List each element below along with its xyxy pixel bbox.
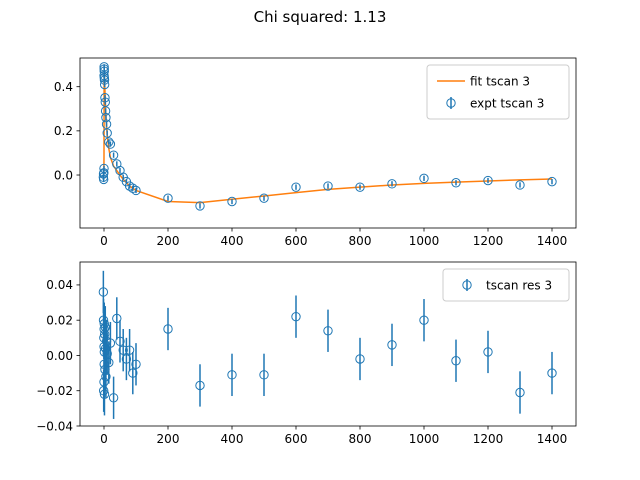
data-point	[451, 178, 461, 188]
y-tick-label: −0.04	[36, 419, 73, 433]
plot-area	[98, 270, 557, 419]
data-point	[128, 183, 138, 193]
x-tick-label: 200	[157, 234, 180, 248]
data-point	[104, 137, 114, 147]
plot-area	[98, 62, 557, 211]
data-point	[483, 347, 493, 357]
data-point	[323, 326, 333, 336]
data-point	[102, 128, 112, 138]
data-point	[101, 371, 111, 382]
data-point	[112, 313, 122, 324]
x-tick-label: 800	[349, 432, 372, 446]
data-point	[118, 345, 128, 355]
axes-frame	[79, 57, 577, 229]
data-point	[355, 182, 365, 192]
y-tick-label: 0.02	[46, 313, 73, 327]
x-tick-label: 0	[100, 234, 108, 248]
legend-label: fit tscan 3	[470, 74, 530, 88]
data-point	[124, 181, 135, 191]
x-tick-label: 0	[100, 432, 108, 446]
legend-label: tscan res 3	[486, 278, 552, 292]
legend: tscan res 3	[442, 268, 570, 302]
data-point	[108, 150, 119, 160]
data-point	[259, 193, 269, 203]
data-point	[98, 287, 109, 297]
bottom-panel: 0 200 400 600 800 1000 1200 1400 −0.04 −0.02 0.00 0…	[36, 261, 577, 446]
data-point	[195, 201, 205, 211]
data-point	[387, 340, 397, 350]
data-point	[124, 345, 135, 355]
axes-frame	[79, 261, 577, 427]
y-tick-label: −0.02	[36, 384, 73, 398]
data-point	[483, 175, 493, 186]
legend-marker-handle	[462, 280, 472, 290]
data-point	[547, 368, 557, 378]
x-tick-label: 400	[221, 234, 244, 248]
y-tick-label: 0.2	[54, 124, 73, 138]
data-point	[121, 354, 132, 364]
data-point	[99, 79, 110, 90]
data-point	[163, 324, 173, 334]
y-tick-label: 0.4	[54, 80, 73, 94]
x-tick-label: 400	[221, 432, 244, 446]
data-point	[115, 336, 125, 347]
data-point	[104, 357, 114, 368]
y-tick-label: 0.04	[46, 278, 73, 292]
figure-suptitle: Chi squared: 1.13	[254, 8, 387, 26]
x-tick-label: 800	[349, 234, 372, 248]
x-tick-label: 1400	[537, 234, 568, 248]
x-tick-label: 1000	[409, 432, 440, 446]
x-tick-label: 600	[285, 432, 308, 446]
data-point	[128, 368, 138, 378]
data-point	[108, 393, 119, 403]
data-point	[105, 338, 116, 348]
legend-box	[442, 268, 570, 302]
legend-marker-handle	[446, 98, 456, 108]
data-point	[387, 179, 397, 189]
legend-label: expt tscan 3	[470, 96, 544, 110]
top-panel: 0 200 400 600 800 1000 1200 1400 0.0 0.2 0.4 fit ts…	[54, 57, 577, 248]
x-tick-label: 1000	[409, 234, 440, 248]
data-point	[195, 380, 205, 391]
x-tick-label: 600	[285, 234, 308, 248]
data-point	[419, 173, 429, 184]
data-point	[515, 387, 525, 398]
data-point	[547, 176, 557, 187]
data-point	[451, 356, 461, 366]
legend-box	[426, 64, 570, 120]
data-point	[227, 196, 237, 207]
data-point	[291, 311, 301, 322]
y-tick-label: 0.00	[46, 349, 73, 363]
data-point	[227, 370, 237, 380]
x-tick-label: 200	[157, 432, 180, 446]
data-point	[323, 181, 333, 191]
x-tick-label: 1200	[473, 432, 504, 446]
y-tick-label: 0.0	[54, 168, 73, 182]
data-point	[131, 359, 141, 369]
data-point	[99, 163, 109, 174]
data-point	[102, 348, 112, 359]
data-point	[355, 354, 365, 364]
data-point	[131, 185, 141, 196]
data-point	[419, 315, 429, 325]
x-tick-label: 1200	[473, 234, 504, 248]
data-point	[163, 193, 173, 203]
x-tick-label: 1400	[537, 432, 568, 446]
data-point	[105, 139, 116, 149]
data-point	[515, 180, 525, 190]
data-point	[291, 182, 301, 192]
legend: fit tscan 3 expt tscan 3	[426, 64, 570, 120]
data-point	[259, 370, 269, 380]
